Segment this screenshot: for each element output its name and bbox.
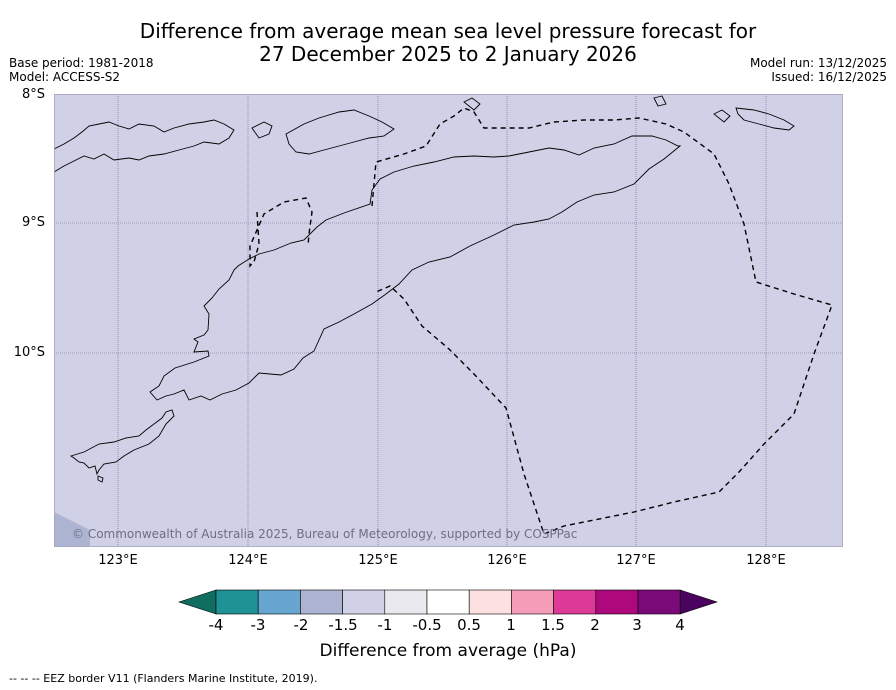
colorbar-label: -3 [250,616,266,634]
coastline-rote [69,409,175,476]
copyright-notice: © Commonwealth of Australia 2025, Bureau… [72,527,578,541]
colorbar-swatch [300,589,343,615]
eez-footnote: -- -- -- EEZ border V11 (Flanders Marine… [9,672,318,685]
colorbar-label: -2 [293,616,309,634]
colorbar-swatch [511,589,554,615]
coastline-north-a [463,97,481,111]
coastline-atauro [285,109,395,155]
meta-left: Base period: 1981-2018 Model: ACCESS-S2 [9,56,154,84]
colorbar-label: -0.5 [412,616,442,634]
colorbar-swatch [553,589,597,615]
colorbar-swatch [257,589,301,615]
lat-label-10s: 10°S [13,345,45,360]
colorbar-arrow-low [178,589,217,615]
model-name: Model: ACCESS-S2 [9,70,121,84]
colorbar-label: 1 [506,616,516,634]
colorbar-label: 2 [590,616,600,634]
eez-border [249,107,833,535]
lon-label-125e: 125°E [358,553,398,568]
lon-label-128e: 128°E [746,553,786,568]
colorbar-swatch [384,589,428,615]
lon-label-127e: 127°E [616,553,656,568]
colorbar-label: -1.5 [328,616,358,634]
coastline-north-c [713,109,731,123]
colorbar-swatch [342,589,386,615]
coastline-north-d [735,107,795,131]
base-period: Base period: 1981-2018 [9,56,154,70]
model-run: Model run: 13/12/2025 [749,56,887,70]
map-frame [54,94,843,547]
map-title: Difference from average mean sea level p… [0,20,896,66]
colorbar-swatch [215,589,259,615]
colorbar-label: -1 [377,616,393,634]
map-panel [54,94,843,547]
title-line-2: 27 December 2025 to 2 January 2026 [259,42,637,66]
colorbar-swatch [426,589,470,615]
eez-oecusse [249,197,313,268]
coastline-wetar [251,121,273,139]
coastline-north-b [653,95,667,107]
colorbar-swatch [637,589,681,615]
lat-label-9s: 9°S [21,215,45,230]
map-background [54,94,843,547]
colorbar-title: Difference from average (hPa) [319,641,577,661]
colorbar-label: -4 [208,616,224,634]
colorbar-label: 0.5 [457,616,481,634]
meta-right: Model run: 13/12/2025 Issued: 16/12/2025 [750,56,887,84]
coastlines [54,95,795,483]
title-line-1: Difference from average mean sea level p… [139,19,757,43]
colorbar-label: 4 [675,616,685,634]
issued-date: Issued: 16/12/2025 [771,70,887,84]
colorbar-swatch [595,589,639,615]
colorbar [178,589,718,615]
eez-outer-line [371,107,833,535]
colorbar-swatch [468,589,512,615]
corner-shading [54,512,90,547]
colorbar-label: 1.5 [541,616,565,634]
coastline-timor [149,135,682,401]
lat-label-8s: 8°S [21,87,45,102]
coastline-ndao [97,475,104,483]
lon-label-123e: 123°E [98,553,138,568]
lon-label-124e: 124°E [228,553,268,568]
colorbar-label: 3 [632,616,642,634]
lon-label-126e: 126°E [487,553,527,568]
coastline-alor [54,119,235,173]
colorbar-arrow-high [679,589,718,615]
